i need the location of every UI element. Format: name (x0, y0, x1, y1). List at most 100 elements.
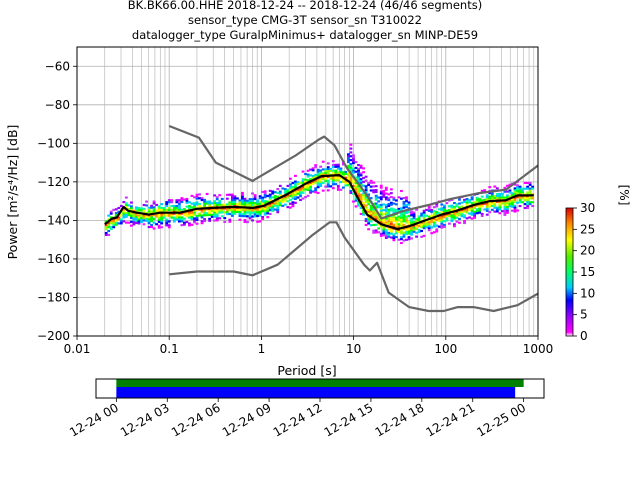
psd-bin (440, 203, 444, 206)
psd-bin (124, 213, 128, 216)
psd-bin (129, 214, 133, 218)
psd-bin (193, 211, 196, 214)
psd-bin (326, 185, 330, 188)
psd-bin (478, 209, 482, 212)
psd-bin (483, 208, 487, 211)
psd-bin (147, 208, 151, 211)
psd-bin (362, 171, 365, 174)
psd-bin (208, 210, 212, 213)
psd-bin (321, 181, 325, 184)
psd-bin (357, 179, 360, 182)
colorbar-tick-label: 0 (580, 329, 588, 343)
psd-bin (382, 193, 386, 196)
psd-bin (319, 171, 323, 174)
psd-bin (516, 188, 519, 191)
psd-bin (526, 187, 530, 190)
psd-bin (278, 202, 282, 205)
psd-bin (271, 192, 275, 195)
psd-bin (506, 184, 509, 187)
psd-bin (435, 218, 439, 221)
psd-bin (210, 215, 214, 218)
psd-bin (112, 208, 116, 211)
psd-bin (326, 175, 330, 178)
psd-bin (243, 215, 247, 218)
psd-bin (344, 176, 348, 179)
psd-bin (400, 230, 403, 233)
psd-bin (135, 208, 138, 211)
psd-bin (367, 218, 371, 221)
psd-bin (357, 189, 360, 192)
psd-bin (531, 197, 535, 200)
psd-bin (291, 185, 295, 188)
psd-bin (372, 210, 376, 213)
psd-bin (258, 208, 262, 211)
psd-bin (372, 212, 376, 215)
psd-bin (440, 209, 444, 212)
psd-bin (157, 209, 161, 212)
psd-bin (379, 190, 383, 193)
psd-bin (273, 200, 277, 203)
psd-bin (400, 241, 403, 245)
psd-bin (384, 217, 388, 220)
colorbar-tick-label: 20 (580, 244, 595, 258)
psd-bin (387, 235, 391, 238)
psd-bin (119, 220, 123, 223)
psd-bin (291, 182, 295, 185)
psd-bin (129, 216, 133, 220)
psd-bin (334, 165, 338, 168)
psd-bin (124, 211, 128, 215)
psd-bin (210, 202, 214, 205)
psd-bin (268, 193, 272, 196)
psd-bin (521, 189, 524, 192)
psd-bin (155, 209, 159, 212)
psd-bin (235, 197, 239, 200)
psd-bin (140, 217, 143, 220)
psd-bin (432, 231, 436, 234)
psd-bin (495, 194, 499, 198)
psd-bin (410, 221, 413, 225)
psd-bin (447, 205, 451, 208)
psd-bin (407, 207, 411, 210)
psd-bin (387, 210, 391, 213)
psd-bin (478, 198, 482, 201)
psd-bin (445, 213, 449, 216)
psd-bin (177, 216, 181, 219)
psd-bin (238, 214, 242, 217)
psd-bin (288, 177, 292, 180)
psd-bin (347, 178, 350, 181)
psd-bin (389, 201, 393, 204)
psd-bin (220, 197, 224, 201)
psd-bin (278, 198, 282, 201)
psd-bin (485, 209, 489, 212)
psd-bin (352, 185, 355, 188)
psd-bin (367, 220, 371, 223)
psd-bin (400, 209, 403, 212)
psd-bin (268, 197, 272, 200)
psd-bin (382, 203, 386, 206)
psd-bin (362, 211, 365, 214)
psd-bin (427, 206, 431, 209)
psd-bin (107, 226, 111, 229)
psd-bin (248, 217, 252, 220)
psd-bin (400, 218, 403, 221)
psd-bin (392, 215, 396, 219)
colorbar-label: [%] (617, 185, 631, 206)
psd-bin (190, 202, 194, 205)
psd-bin (453, 205, 456, 208)
psd-bin (281, 199, 285, 202)
psd-bin (326, 162, 330, 165)
psd-bin (205, 192, 209, 196)
psd-bin (513, 198, 517, 202)
psd-bin (528, 203, 532, 206)
psd-bin (283, 188, 287, 191)
psd-bin (137, 222, 141, 225)
psd-bin (266, 206, 270, 209)
psd-bin (362, 184, 365, 187)
psd-bin (339, 173, 343, 176)
psd-bin (392, 210, 396, 213)
psd-bin (354, 184, 358, 187)
psd-bin (513, 210, 517, 213)
psd-bin (104, 224, 108, 227)
psd-bin (324, 172, 328, 175)
psd-bin (278, 190, 282, 193)
